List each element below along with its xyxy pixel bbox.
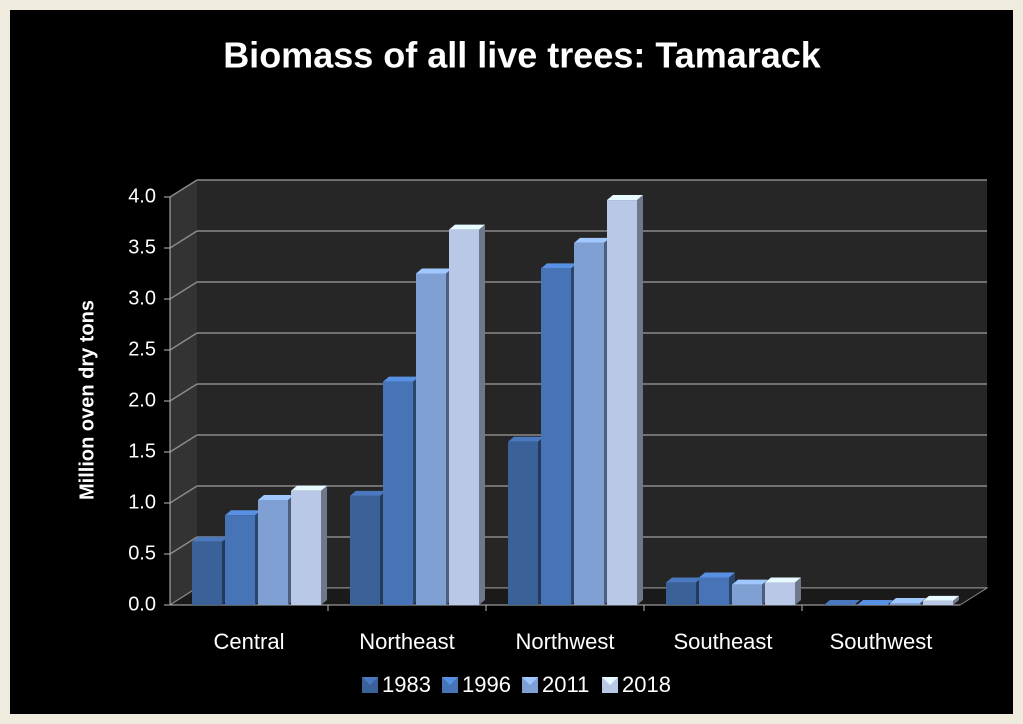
grid-line: [169, 281, 198, 300]
bar-top: [607, 195, 643, 201]
bar-top: [416, 268, 452, 274]
y-tick-label: 1.0: [128, 491, 156, 513]
bar-top: [824, 600, 860, 605]
y-tick-label: 3.0: [128, 287, 156, 309]
bar-side: [321, 485, 327, 605]
legend-label: 1983: [382, 672, 431, 697]
x-tick-label: Southwest: [830, 629, 933, 654]
bar-side: [795, 577, 801, 605]
bar-top: [449, 224, 485, 230]
grid-line: [169, 485, 198, 504]
bar-top: [699, 572, 735, 578]
legend-swatch-top: [602, 677, 618, 685]
bar-top: [291, 485, 327, 491]
y-tick-label: 0.0: [128, 593, 156, 615]
y-tick-label: 2.0: [128, 389, 156, 411]
bar: [258, 499, 288, 605]
y-tick-label: 4.0: [128, 185, 156, 207]
bar-side: [637, 195, 643, 605]
legend-swatch-top: [522, 677, 538, 685]
bar-top: [225, 510, 261, 516]
bar: [291, 490, 321, 605]
bar: [192, 541, 222, 605]
bar: [890, 602, 920, 605]
bar-side: [479, 224, 485, 605]
legend-swatch-top: [362, 677, 378, 685]
legend-label: 1996: [462, 672, 511, 697]
bar: [923, 600, 953, 605]
y-axis-label: Million oven dry tons: [76, 300, 98, 500]
x-tick-label: Northeast: [359, 629, 454, 654]
grid-line: [169, 179, 198, 198]
grid-line: [169, 536, 198, 555]
y-tick-label: 0.5: [128, 542, 156, 564]
bar-top: [765, 577, 801, 583]
bar-top: [541, 263, 577, 269]
x-tick-label: Central: [214, 629, 285, 654]
y-tick-label: 2.5: [128, 338, 156, 360]
bar-top: [857, 600, 893, 605]
grid-line: [169, 434, 198, 453]
bar-top: [574, 237, 610, 243]
bar-top: [923, 595, 959, 601]
bar: [765, 582, 795, 605]
bar-top: [890, 597, 926, 603]
bar: [416, 273, 446, 605]
bar-top: [383, 376, 419, 382]
bar-top: [192, 536, 228, 542]
bar-top: [508, 436, 544, 442]
bar-side: [953, 595, 959, 605]
bar: [225, 515, 255, 605]
bar-top: [666, 577, 702, 583]
y-tick-label: 1.5: [128, 440, 156, 462]
grid-line: [169, 230, 198, 249]
chart-title: Biomass of all live trees: Tamarack: [223, 35, 822, 76]
bar-top: [350, 490, 386, 496]
bar-top: [732, 579, 768, 585]
bar: [508, 441, 538, 605]
x-tick-label: Southeast: [673, 629, 772, 654]
legend-label: 2011: [542, 672, 589, 697]
legend-label: 2018: [622, 672, 671, 697]
bar: [574, 242, 604, 605]
bar: [449, 229, 479, 605]
x-tick-label: Northwest: [515, 629, 614, 654]
bar: [383, 381, 413, 605]
grid-line: [169, 383, 198, 402]
bar: [350, 495, 380, 605]
bar: [699, 577, 729, 605]
bar: [541, 268, 571, 605]
bar-top: [258, 494, 294, 500]
grid-line: [169, 332, 198, 351]
legend-swatch-top: [442, 677, 458, 685]
y-tick-label: 3.5: [128, 236, 156, 258]
bar: [607, 200, 637, 605]
bar: [666, 582, 696, 605]
bar: [732, 584, 762, 605]
